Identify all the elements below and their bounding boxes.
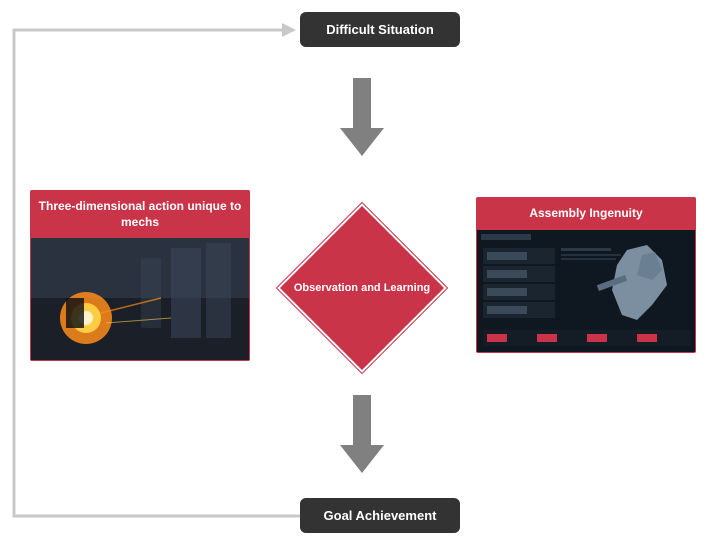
node-goal-achievement: Goal Achievement bbox=[300, 498, 460, 533]
node-label: Difficult Situation bbox=[326, 22, 434, 37]
arrow-top-to-center bbox=[340, 78, 384, 158]
node-difficult-situation: Difficult Situation bbox=[300, 12, 460, 47]
node-observation-learning: Observation and Learning bbox=[302, 228, 422, 348]
card-image-assembly bbox=[477, 230, 695, 352]
card-image-action bbox=[31, 238, 249, 360]
card-assembly-ingenuity: Assembly Ingenuity bbox=[476, 197, 696, 353]
card-title: Assembly Ingenuity bbox=[477, 198, 695, 230]
arrow-center-to-bottom bbox=[340, 395, 384, 475]
node-label: Observation and Learning bbox=[287, 282, 437, 294]
card-title: Three-dimensional action unique to mechs bbox=[31, 191, 249, 238]
card-three-dimensional-action: Three-dimensional action unique to mechs bbox=[30, 190, 250, 361]
node-label: Goal Achievement bbox=[324, 508, 437, 523]
